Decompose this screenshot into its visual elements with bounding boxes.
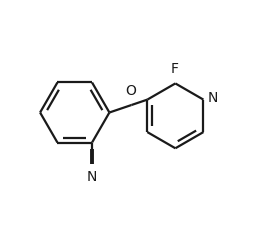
- Text: O: O: [125, 84, 136, 98]
- Text: N: N: [207, 91, 218, 105]
- Text: F: F: [170, 62, 178, 76]
- Text: N: N: [87, 170, 97, 184]
